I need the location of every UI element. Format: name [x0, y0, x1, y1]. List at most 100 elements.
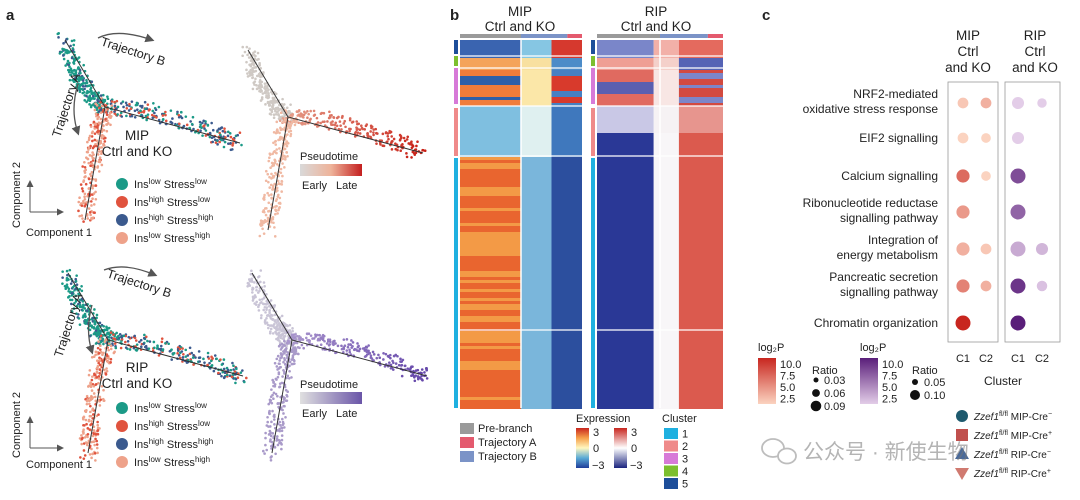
cell-point — [273, 96, 276, 100]
heat-cell — [521, 193, 552, 196]
cell-point — [351, 341, 355, 344]
pseudotime-colorbar-bottom — [300, 392, 362, 404]
cell-point — [92, 103, 95, 107]
cell-point — [60, 50, 63, 54]
cell-point — [284, 416, 287, 419]
heat-cell — [460, 85, 521, 88]
cell-point — [226, 130, 230, 134]
cell-point — [247, 278, 251, 281]
cell-point — [204, 129, 208, 132]
cell-point — [351, 344, 354, 348]
heat-cell — [678, 103, 723, 106]
cell-point — [99, 94, 103, 97]
cell-point — [390, 135, 393, 138]
heat-cell — [460, 175, 521, 178]
cell-point — [96, 129, 100, 133]
mip-logp-title: log₂P — [758, 342, 784, 354]
cell-point — [344, 125, 347, 129]
cell-point — [258, 289, 261, 293]
cell-point — [89, 86, 93, 90]
cell-point — [259, 224, 263, 227]
cell-point — [319, 121, 322, 125]
cell-point — [291, 337, 295, 341]
cell-point — [101, 362, 104, 366]
heat-cell — [460, 157, 521, 160]
cell-point — [219, 133, 222, 137]
heat-cell — [521, 166, 552, 169]
genotype-marker — [955, 447, 969, 459]
heat-cell — [460, 349, 521, 352]
heat-cell — [597, 166, 654, 169]
heat-cell — [460, 70, 521, 73]
heat-cell — [653, 202, 679, 205]
heat-cell — [653, 70, 679, 73]
genotype-marker — [955, 468, 969, 480]
cell-point — [348, 350, 352, 354]
heat-cell — [653, 244, 679, 247]
cell-point — [80, 289, 84, 293]
rip-ratio-title: Ratio — [912, 365, 938, 377]
cell-point — [268, 398, 272, 402]
cell-point — [103, 368, 106, 372]
cell-point — [283, 331, 287, 335]
cell-point — [74, 69, 78, 72]
cell-point — [394, 362, 398, 365]
cell-point — [223, 140, 227, 144]
heat-cell — [678, 226, 723, 229]
heat-cell — [597, 109, 654, 112]
cell-point — [72, 69, 76, 72]
cell-point — [364, 124, 368, 128]
heat-cell — [460, 259, 521, 262]
heat-cell — [678, 220, 723, 223]
heat-cell — [678, 286, 723, 289]
heat-cell — [678, 43, 723, 46]
cell-point — [275, 378, 278, 381]
cell-point — [83, 454, 87, 457]
heat-cell — [597, 307, 654, 310]
cell-point — [68, 61, 71, 65]
cell-point — [98, 146, 102, 149]
heat-cell — [460, 109, 521, 112]
heat-cell — [460, 382, 521, 385]
heat-cell — [460, 313, 521, 316]
cell-point — [115, 99, 119, 103]
expression-colorbar-left — [576, 428, 589, 468]
cell-point — [113, 100, 116, 104]
cell-point — [77, 66, 80, 69]
cell-point — [78, 84, 82, 88]
heat-cell — [678, 142, 723, 145]
dot-marker — [956, 205, 970, 219]
branch-legend-label: Trajectory B — [478, 451, 537, 463]
heat-cell — [460, 49, 521, 52]
cell-point — [225, 373, 229, 377]
cell-point — [177, 126, 181, 130]
cell-point — [316, 333, 319, 337]
cell-point — [416, 140, 419, 144]
cell-point — [213, 354, 217, 357]
cell-point — [92, 120, 96, 124]
cell-point — [79, 456, 82, 459]
heat-cell — [460, 52, 521, 55]
cell-point — [81, 165, 84, 168]
heat-cell — [460, 145, 521, 148]
heat-cell — [653, 310, 679, 313]
cell-point — [289, 132, 293, 136]
cell-point — [216, 129, 219, 132]
expr-tick-left-1: 0 — [593, 443, 599, 455]
cell-point — [127, 109, 131, 112]
cell-point — [339, 124, 342, 127]
heat-cell — [678, 346, 723, 349]
cell-point — [250, 269, 253, 273]
cell-point — [372, 133, 375, 137]
heat-cell — [460, 283, 521, 286]
cell-point — [277, 193, 280, 197]
cell-point — [89, 410, 92, 414]
cell-point — [274, 131, 278, 135]
cell-point — [133, 109, 137, 113]
cell-point — [280, 183, 284, 186]
cell-point — [203, 127, 206, 130]
cell-point — [97, 110, 101, 113]
cell-point — [82, 63, 85, 67]
heat-cell — [597, 91, 654, 94]
heat-cell — [551, 370, 582, 373]
